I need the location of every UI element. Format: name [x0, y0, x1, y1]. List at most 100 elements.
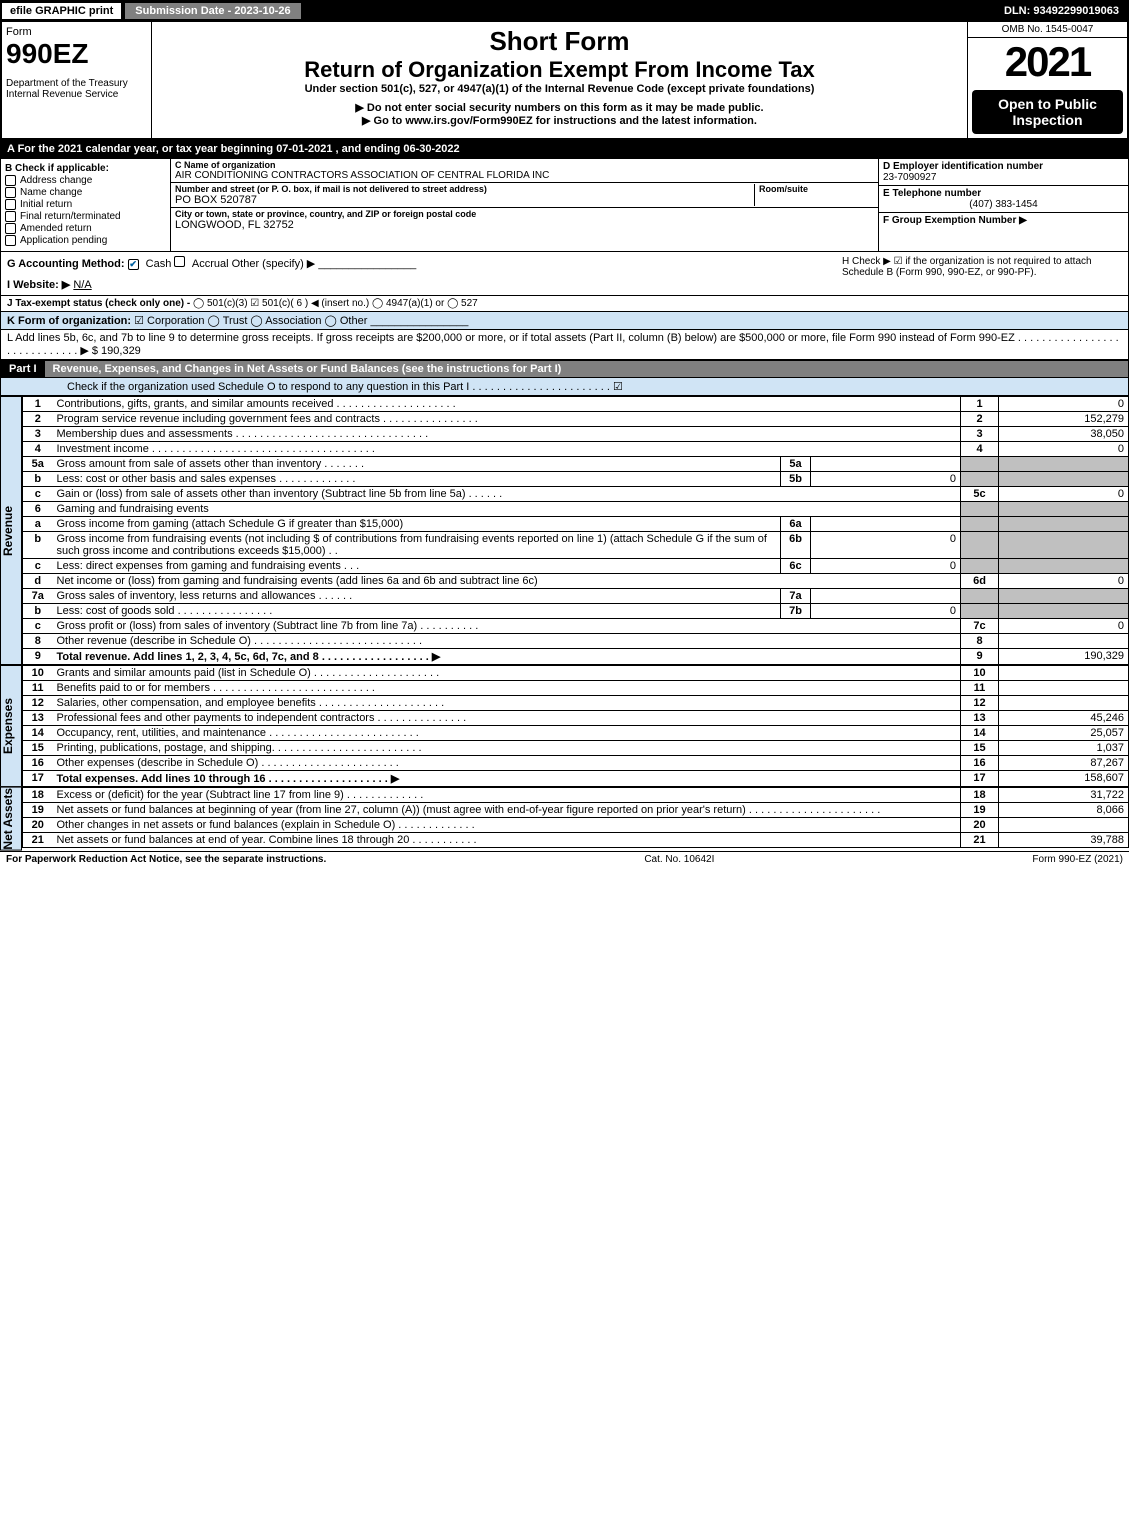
table-row: 18Excess or (deficit) for the year (Subt… — [23, 788, 1129, 803]
J-label: J Tax-exempt status (check only one) - — [7, 298, 190, 309]
shaded-cell — [999, 457, 1129, 472]
line-num: 4 — [961, 442, 999, 457]
sub-val — [811, 457, 961, 472]
form-number: 990EZ — [6, 38, 147, 70]
shaded-cell — [961, 502, 999, 517]
do-not-enter-text: ▶ Do not enter social security numbers o… — [156, 101, 963, 114]
shaded-cell — [999, 604, 1129, 619]
line-num: 11 — [961, 681, 999, 696]
check-label: Initial return — [20, 199, 72, 210]
shaded-cell — [961, 457, 999, 472]
line-desc: Gross income from fundraising events (no… — [53, 532, 781, 559]
accrual-label: Accrual — [192, 258, 229, 270]
line-amt: 0 — [999, 442, 1129, 457]
footer-mid: Cat. No. 10642I — [326, 854, 1032, 865]
sub-val: 0 — [811, 532, 961, 559]
sub-num: 7b — [781, 604, 811, 619]
line-num: 8 — [961, 634, 999, 649]
check-final-return: Final return/terminated — [5, 211, 166, 222]
line-num: 2 — [961, 412, 999, 427]
netassets-table: 18Excess or (deficit) for the year (Subt… — [22, 787, 1129, 848]
line-amt: 87,267 — [999, 756, 1129, 771]
omb-number: OMB No. 1545-0047 — [968, 22, 1127, 38]
line-desc: Grants and similar amounts paid (list in… — [53, 666, 961, 681]
netassets-section: Net Assets 18Excess or (deficit) for the… — [0, 787, 1129, 851]
line-num: 1 — [961, 397, 999, 412]
H-text: H Check ▶ ☑ if the organization is not r… — [842, 256, 1122, 291]
table-row: 7aGross sales of inventory, less returns… — [23, 589, 1129, 604]
line-amt: 39,788 — [999, 833, 1129, 848]
F-label: F Group Exemption Number ▶ — [883, 215, 1027, 226]
checkbox-icon — [5, 199, 16, 210]
G-left: G Accounting Method: Cash Accrual Other … — [7, 256, 842, 291]
table-row: 11Benefits paid to or for members . . . … — [23, 681, 1129, 696]
table-row: 21Net assets or fund balances at end of … — [23, 833, 1129, 848]
check-label: Address change — [20, 175, 92, 186]
line-amt: 0 — [999, 619, 1129, 634]
open-to-public-badge: Open to Public Inspection — [972, 90, 1123, 134]
line-A: A For the 2021 calendar year, or tax yea… — [0, 140, 1129, 158]
form-label: Form — [6, 26, 147, 38]
section-J: J Tax-exempt status (check only one) - ◯… — [0, 296, 1129, 312]
F-cell: F Group Exemption Number ▶ — [879, 213, 1128, 228]
I-line: I Website: ▶ N/A — [7, 278, 842, 291]
line-amt: 25,057 — [999, 726, 1129, 741]
D-cell: D Employer identification number 23-7090… — [879, 159, 1128, 186]
table-row: cGain or (loss) from sale of assets othe… — [23, 487, 1129, 502]
table-row: 9Total revenue. Add lines 1, 2, 3, 4, 5c… — [23, 649, 1129, 665]
line-desc: Net income or (loss) from gaming and fun… — [53, 574, 961, 589]
line-num: 15 — [961, 741, 999, 756]
table-row: cGross profit or (loss) from sales of in… — [23, 619, 1129, 634]
shaded-cell — [961, 517, 999, 532]
line-num: 18 — [961, 788, 999, 803]
sub-val — [811, 589, 961, 604]
table-row: bLess: cost of goods sold . . . . . . . … — [23, 604, 1129, 619]
check-amended-return: Amended return — [5, 223, 166, 234]
return-title: Return of Organization Exempt From Incom… — [156, 57, 963, 83]
efile-label: efile GRAPHIC print — [0, 1, 123, 21]
line-num: 9 — [961, 649, 999, 665]
check-label: Application pending — [20, 235, 107, 246]
table-row: 12Salaries, other compensation, and empl… — [23, 696, 1129, 711]
line-desc: Less: cost of goods sold . . . . . . . .… — [53, 604, 781, 619]
line-desc: Gross sales of inventory, less returns a… — [53, 589, 781, 604]
G-line: G Accounting Method: Cash Accrual Other … — [7, 256, 842, 270]
shaded-cell — [961, 589, 999, 604]
shaded-cell — [999, 517, 1129, 532]
line-num: 14 — [961, 726, 999, 741]
checkbox-icon — [5, 235, 16, 246]
table-row: dNet income or (loss) from gaming and fu… — [23, 574, 1129, 589]
table-row: aGross income from gaming (attach Schedu… — [23, 517, 1129, 532]
line-num: 17 — [961, 771, 999, 787]
line-desc: Other revenue (describe in Schedule O) .… — [53, 634, 961, 649]
line-amt — [999, 666, 1129, 681]
line-amt: 31,722 — [999, 788, 1129, 803]
shaded-cell — [999, 502, 1129, 517]
line-desc: Occupancy, rent, utilities, and maintena… — [53, 726, 961, 741]
sub-num: 6a — [781, 517, 811, 532]
table-row: 16Other expenses (describe in Schedule O… — [23, 756, 1129, 771]
expenses-section: Expenses 10Grants and similar amounts pa… — [0, 665, 1129, 787]
line-desc: Gross profit or (loss) from sales of inv… — [53, 619, 961, 634]
K-label: K Form of organization: — [7, 315, 131, 327]
header-left: Form 990EZ Department of the Treasury In… — [2, 22, 152, 138]
part1-check: Check if the organization used Schedule … — [0, 378, 1129, 396]
table-row: 19Net assets or fund balances at beginni… — [23, 803, 1129, 818]
check-label: Final return/terminated — [20, 211, 121, 222]
table-row: 10Grants and similar amounts paid (list … — [23, 666, 1129, 681]
sub-num: 5a — [781, 457, 811, 472]
line-desc: Program service revenue including govern… — [53, 412, 961, 427]
sub-num: 6c — [781, 559, 811, 574]
line-amt: 0 — [999, 574, 1129, 589]
line-desc: Total expenses. Add lines 10 through 16 … — [53, 771, 961, 787]
checkbox-icon — [5, 211, 16, 222]
check-label: Amended return — [20, 223, 92, 234]
line-desc: Excess or (deficit) for the year (Subtra… — [53, 788, 961, 803]
J-options: ◯ 501(c)(3) ☑ 501(c)( 6 ) ◀ (insert no.)… — [193, 298, 478, 309]
submission-date-label: Submission Date - 2023-10-26 — [123, 1, 302, 21]
line-desc: Other expenses (describe in Schedule O) … — [53, 756, 961, 771]
line-amt — [999, 634, 1129, 649]
city-row: City or town, state or province, country… — [171, 208, 878, 232]
footer-left: For Paperwork Reduction Act Notice, see … — [6, 854, 326, 865]
line-desc: Gaming and fundraising events — [53, 502, 961, 517]
